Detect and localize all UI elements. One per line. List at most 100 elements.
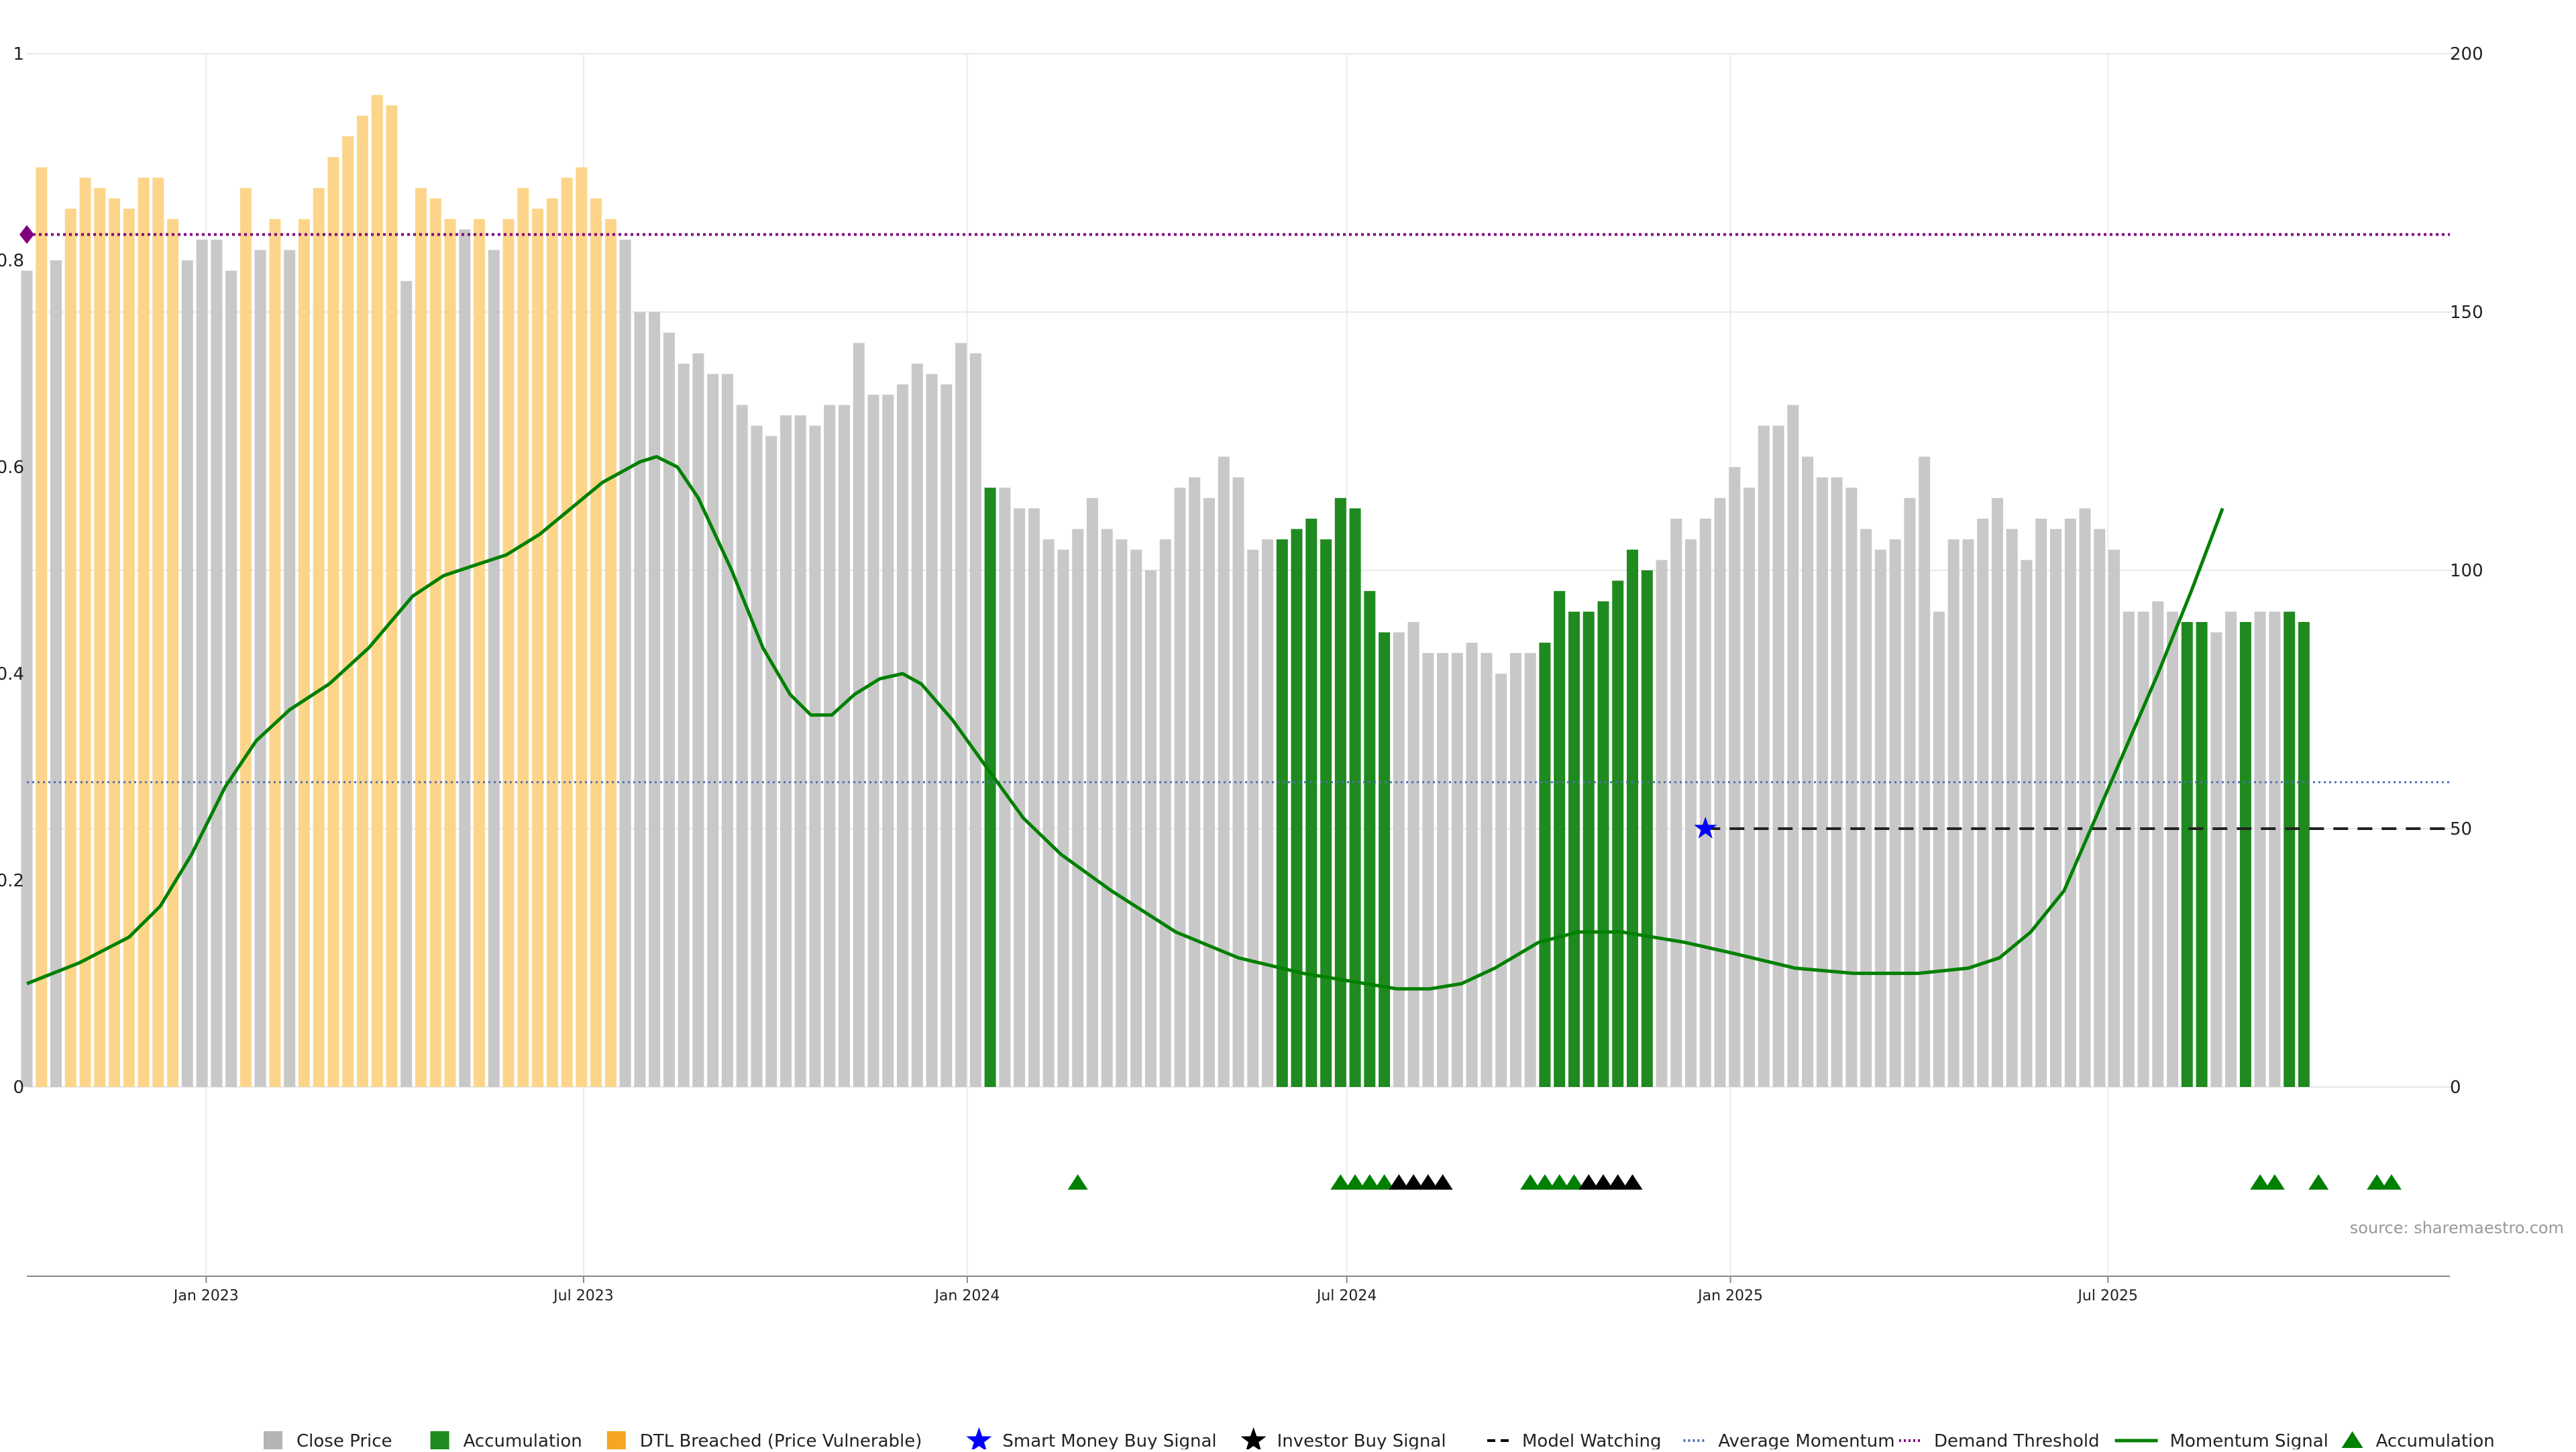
price-bar: [1276, 539, 1288, 1087]
accumulation-marker: [1359, 1174, 1380, 1190]
price-bar: [1641, 570, 1653, 1087]
legend-label: Average Momentum: [1718, 1431, 1894, 1449]
price-bar: [2167, 611, 2179, 1087]
price-bar: [2123, 611, 2135, 1087]
accumulation-marker: [1067, 1174, 1088, 1190]
price-bars: [21, 95, 2310, 1088]
price-bar: [36, 167, 48, 1087]
price-bar: [1743, 487, 1756, 1087]
price-bar: [1101, 529, 1113, 1087]
price-bar: [926, 374, 938, 1087]
price-bar: [1524, 653, 1536, 1087]
price-bar: [1174, 487, 1186, 1087]
price-bar: [94, 188, 106, 1088]
left-axis-tick-label: 0.2: [0, 871, 24, 891]
price-bar: [181, 260, 193, 1087]
price-bar: [327, 157, 339, 1087]
investor-buy-marker: [1403, 1174, 1424, 1190]
investor-buy-marker: [1389, 1174, 1409, 1190]
price-bar: [1992, 498, 2003, 1087]
price-bar: [1539, 642, 1551, 1087]
price-bar: [21, 270, 33, 1087]
price-bar: [2152, 601, 2164, 1087]
price-bar: [1334, 498, 1346, 1087]
price-bar: [2137, 611, 2149, 1087]
price-bar: [1159, 539, 1171, 1087]
right-axis-tick-label: 0: [2450, 1078, 2461, 1098]
price-bar: [1772, 425, 1784, 1087]
price-bar: [517, 188, 529, 1088]
right-axis-tick-label: 200: [2450, 44, 2483, 64]
momentum-signal: [26, 455, 2224, 991]
legend-label: DTL Breached (Price Vulnerable): [640, 1431, 922, 1449]
accumulation-marker: [2308, 1174, 2329, 1190]
price-bar: [692, 353, 704, 1087]
price-bar: [853, 343, 865, 1088]
accumulation-marker: [2264, 1174, 2285, 1190]
x-axis-tick-label: Jan 2024: [933, 1288, 1000, 1304]
price-bar: [1495, 674, 1507, 1087]
price-bar: [1656, 560, 1668, 1087]
price-bar: [1057, 550, 1069, 1087]
price-bar: [663, 332, 675, 1087]
price-bar: [1218, 456, 1230, 1087]
price-bar: [1947, 539, 1960, 1087]
x-axis-tick-label: Jan 2025: [1697, 1288, 1763, 1304]
price-bar: [1349, 508, 1361, 1087]
price-bar: [2254, 611, 2266, 1087]
price-bar: [576, 167, 588, 1087]
legend-item: Model Watching: [1487, 1431, 1661, 1451]
legend-swatch: [264, 1431, 282, 1450]
price-bar: [1670, 519, 1682, 1087]
price-bar: [1714, 498, 1726, 1087]
price-bar: [1787, 405, 1799, 1087]
accumulation-marker: [1520, 1174, 1541, 1190]
price-bar: [969, 353, 981, 1087]
price-bar: [109, 198, 121, 1088]
legend-item: Momentum Signal: [2114, 1431, 2328, 1451]
price-bar: [678, 364, 690, 1087]
smart-money-buy-star: [1694, 817, 1717, 839]
price-bar: [1144, 570, 1157, 1087]
price-bar: [1612, 580, 1624, 1087]
price-bar: [2108, 550, 2120, 1087]
price-bar: [941, 384, 953, 1087]
axes: 0 0.2 0.4 0.6 0.8 1 0 50 100 150 200 Jan 2023 Jul 20…: [0, 44, 2483, 1304]
price-bar: [1189, 477, 1201, 1087]
price-bar: [2050, 529, 2061, 1087]
price-bar: [1028, 508, 1040, 1087]
price-bar: [2181, 622, 2193, 1087]
price-bar: [1919, 456, 1931, 1087]
accumulation-marker: [2250, 1174, 2271, 1190]
legend-label: Smart Money Buy Signal: [1002, 1431, 1216, 1449]
price-bar: [1116, 539, 1128, 1087]
legend-item: Accumulation: [430, 1431, 582, 1451]
x-axis-tick-label: Jul 2023: [552, 1288, 614, 1304]
price-bar: [400, 280, 413, 1087]
signal-markers: [1067, 817, 2402, 1190]
price-bar: [1685, 539, 1697, 1087]
left-axis-tick-label: 1: [13, 44, 24, 64]
price-bar: [1699, 519, 1711, 1087]
investor-buy-marker: [1417, 1174, 1438, 1190]
price-bar: [2006, 529, 2018, 1087]
price-bar: [1874, 550, 1886, 1087]
price-bar: [1393, 632, 1405, 1087]
price-bar: [1568, 611, 1580, 1087]
price-bar: [1889, 539, 1901, 1087]
price-bar: [1758, 425, 1770, 1087]
left-axis-tick-label: 0.8: [0, 251, 24, 271]
price-bar: [1086, 498, 1098, 1087]
price-bar: [824, 405, 836, 1087]
x-axis-tick-label: Jan 2023: [172, 1288, 239, 1304]
price-bar: [1933, 611, 1945, 1087]
price-bar: [1802, 456, 1814, 1087]
price-bar: [721, 374, 733, 1087]
right-axis-tick-label: 100: [2450, 561, 2483, 581]
price-bar: [50, 260, 62, 1087]
x-axis-tick-label: Jul 2025: [2076, 1288, 2138, 1304]
price-bar: [1247, 550, 1259, 1087]
demand-threshold-marker: [19, 225, 34, 244]
price-bar: [707, 374, 719, 1087]
